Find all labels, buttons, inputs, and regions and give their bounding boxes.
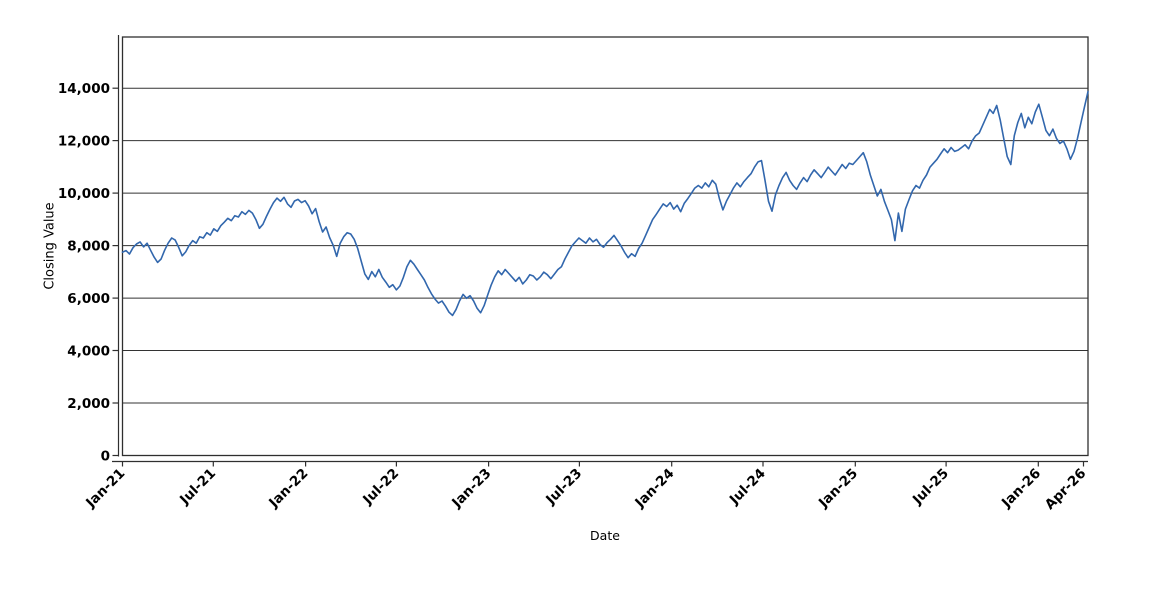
x-tick-label: Jul-23 — [542, 466, 585, 509]
y-tick-label: 0 — [101, 448, 110, 464]
series-line-closing-value — [121, 90, 1089, 317]
x-tick-label: Jan-25 — [815, 466, 861, 512]
axis-lines — [112, 35, 1088, 463]
y-tick-label: 10,000 — [58, 186, 110, 202]
y-tick-label: 12,000 — [58, 133, 110, 149]
x-tick-label: Jul-22 — [359, 466, 402, 509]
x-tick-label: Jul-25 — [909, 466, 952, 509]
y-tick-label: 4,000 — [67, 343, 110, 359]
y-axis-ticks: 0 2,000 4,000 6,000 8,000 10,000 12,000 14,000 — [58, 81, 119, 464]
y-tick-label: 6,000 — [67, 291, 110, 307]
x-tick-label: Jan-21 — [82, 466, 128, 512]
x-tick-label: Jan-22 — [265, 466, 311, 512]
y-tick-label: 8,000 — [67, 238, 110, 254]
x-axis-ticks: Jan-21 Jul-21 Jan-22 Jul-22 Jan-23 Jul-23 Jan-… — [82, 461, 1089, 513]
y-tick-label: 14,000 — [58, 81, 110, 97]
x-tick-label: Jan-26 — [998, 466, 1044, 512]
plot-frame — [121, 36, 1089, 457]
x-tick-label: Jan-24 — [631, 466, 677, 512]
x-tick-label: Jul-24 — [726, 466, 769, 509]
y-axis-title: Closing Value — [42, 202, 58, 290]
x-axis-title: Date — [590, 528, 620, 543]
x-tick-label: Jul-21 — [176, 466, 219, 509]
y-tick-label: 2,000 — [67, 396, 110, 412]
x-tick-label: Apr-26 — [1042, 466, 1089, 513]
gridlines — [122, 87, 1088, 404]
x-tick-label: Jan-23 — [448, 466, 494, 512]
